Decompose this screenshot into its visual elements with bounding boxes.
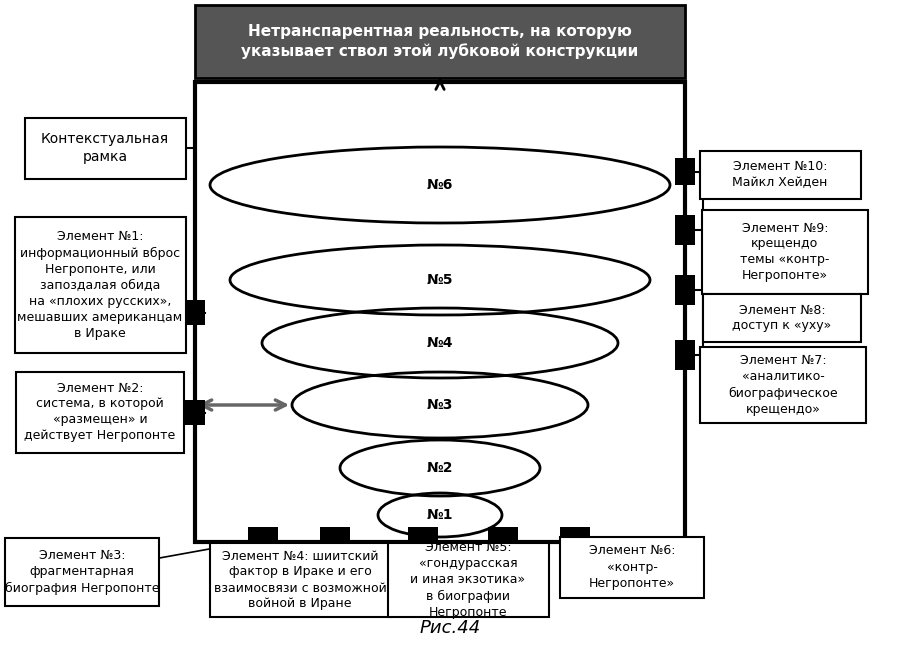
Text: Элемент №8:
доступ к «уху»: Элемент №8: доступ к «уху» [733,303,832,332]
Text: №5: №5 [427,273,454,287]
FancyBboxPatch shape [560,527,590,545]
FancyBboxPatch shape [16,371,184,452]
FancyBboxPatch shape [320,527,350,545]
FancyBboxPatch shape [699,151,860,199]
FancyBboxPatch shape [195,5,685,78]
Text: Элемент №1:
информационный вброс
Негропонте, или
запоздалая обида
на «плохих рус: Элемент №1: информационный вброс Негропо… [17,231,183,340]
FancyBboxPatch shape [14,217,185,353]
FancyBboxPatch shape [675,340,695,370]
FancyBboxPatch shape [675,215,695,245]
FancyBboxPatch shape [703,294,861,342]
FancyBboxPatch shape [560,537,704,597]
Text: Элемент №6:
«контр-
Негропонте»: Элемент №6: «контр- Негропонте» [589,544,675,590]
Text: Элемент №3:
фрагментарная
биография Негропонте: Элемент №3: фрагментарная биография Негр… [4,550,159,595]
FancyBboxPatch shape [248,527,278,545]
FancyBboxPatch shape [388,543,548,617]
Text: Элемент №7:
«аналитико-
биографическое
крещендо»: Элемент №7: «аналитико- биографическое к… [728,354,838,415]
Text: №2: №2 [427,461,454,475]
Text: Элемент №2:
система, в которой
«размещен» и
действует Негропонте: Элемент №2: система, в которой «размещен… [24,382,176,443]
FancyBboxPatch shape [488,527,518,545]
FancyBboxPatch shape [24,117,185,178]
Text: Рис.44: Рис.44 [419,619,481,637]
Text: №6: №6 [427,178,454,192]
FancyBboxPatch shape [675,158,695,185]
Text: №1: №1 [427,508,454,522]
FancyBboxPatch shape [185,400,205,425]
FancyBboxPatch shape [5,538,159,606]
FancyBboxPatch shape [408,527,438,545]
Text: Элемент №5:
«гондурасская
и иная экзотика»
в биографии
Негропонте: Элемент №5: «гондурасская и иная экзотик… [410,542,526,619]
FancyBboxPatch shape [700,347,866,423]
Text: Контекстуальная
рамка: Контекстуальная рамка [40,132,169,164]
FancyBboxPatch shape [675,275,695,305]
Text: Нетранспарентная реальность, на которую
указывает ствол этой лубковой конструкци: Нетранспарентная реальность, на которую … [241,23,639,60]
FancyBboxPatch shape [195,82,685,542]
Text: Элемент №10:
Майкл Хейден: Элемент №10: Майкл Хейден [733,161,828,189]
Text: Элемент №9:
крещендо
темы «контр-
Негропонте»: Элемент №9: крещендо темы «контр- Негроп… [741,222,830,283]
FancyBboxPatch shape [185,300,205,325]
Text: №3: №3 [427,398,454,412]
FancyBboxPatch shape [702,210,868,294]
Text: №4: №4 [427,336,454,350]
Text: Элемент №4: шиитский
фактор в Ираке и его
взаимосвязи с возможной
войной в Иране: Элемент №4: шиитский фактор в Ираке и ег… [213,550,386,610]
FancyBboxPatch shape [210,543,391,617]
